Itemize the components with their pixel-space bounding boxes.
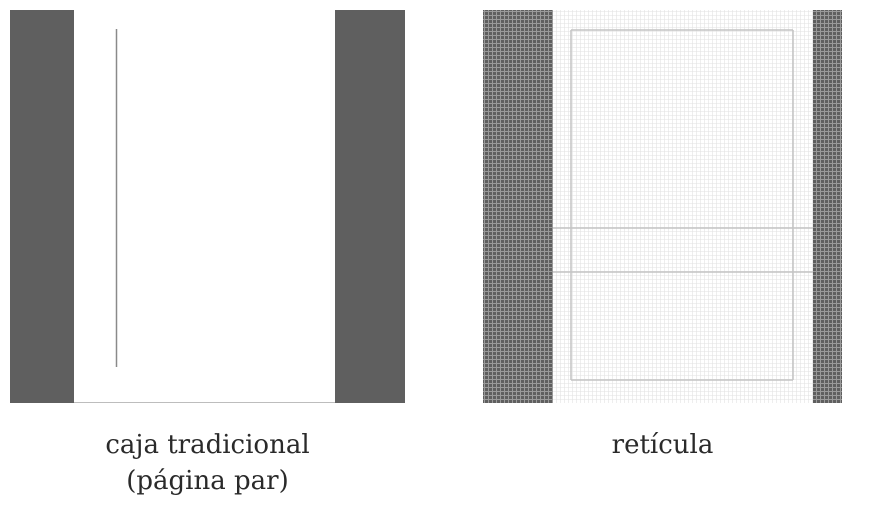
grid-lines <box>483 10 842 403</box>
caption-traditional-line1: caja tradicional <box>105 430 310 460</box>
grid-right-margin-block <box>813 10 842 403</box>
caption-traditional-line2: (página par) <box>126 466 289 496</box>
caption-grid: retícula <box>483 427 842 463</box>
traditional-box-svg <box>10 10 405 403</box>
grid-left-margin-block <box>483 10 553 403</box>
caption-grid-line1: retícula <box>611 430 714 460</box>
left-margin-block <box>10 10 74 403</box>
traditional-box-diagram <box>10 10 405 403</box>
grid-svg <box>483 10 842 403</box>
right-margin-block <box>335 10 405 403</box>
grid-diagram <box>483 10 842 403</box>
caption-traditional: caja tradicional (página par) <box>10 427 405 499</box>
page-area <box>74 10 335 403</box>
grid-emphasis-lines <box>553 29 813 381</box>
